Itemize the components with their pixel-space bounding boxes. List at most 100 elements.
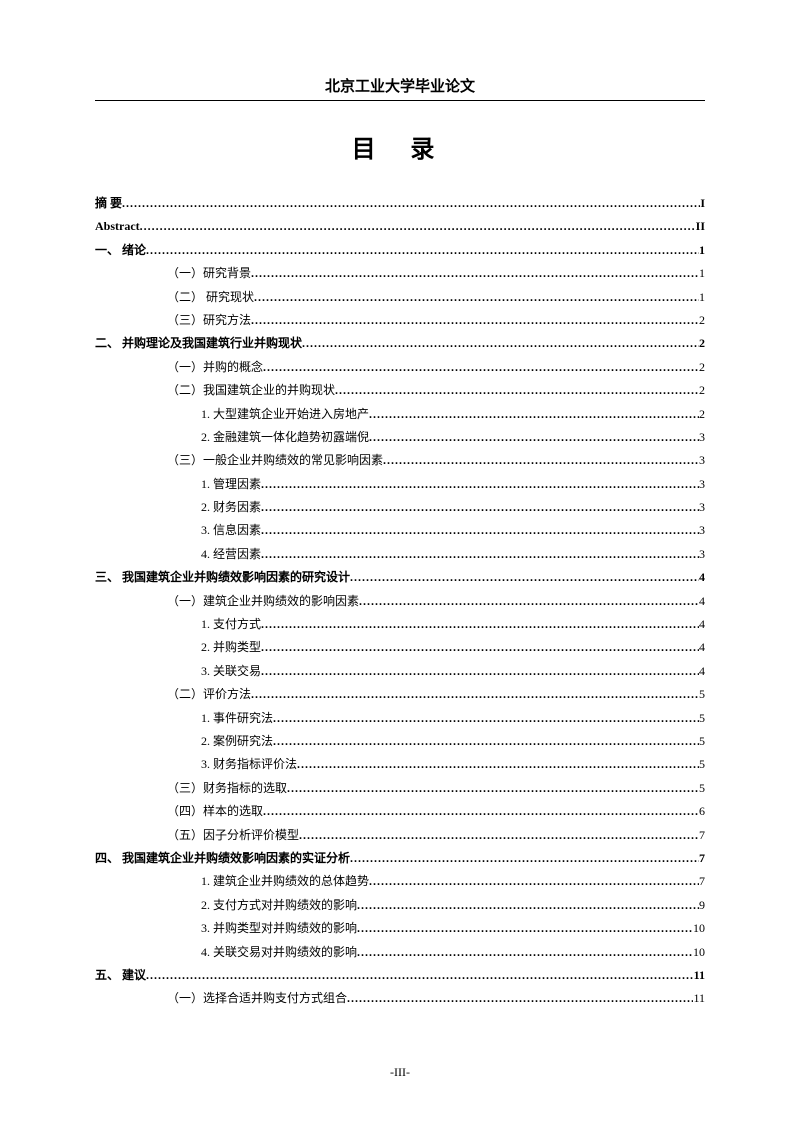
toc-leader-dots — [335, 379, 699, 402]
toc-entry-page: 10 — [693, 941, 705, 964]
toc-entry: 2. 案例研究法 5 — [95, 730, 705, 753]
toc-entry: 2. 财务因素 3 — [95, 496, 705, 519]
toc-entry-label: 三、 我国建筑企业并购绩效影响因素的研究设计 — [95, 566, 350, 589]
toc-entry-label: （二）评价方法 — [167, 683, 251, 706]
toc-entry-label: 一、 绪论 — [95, 239, 146, 262]
toc-entry-page: 5 — [699, 753, 705, 776]
toc-entry-page: 3 — [699, 519, 705, 542]
toc-entry: 3. 关联交易 4 — [95, 660, 705, 683]
toc-leader-dots — [369, 870, 699, 893]
toc-leader-dots — [261, 660, 699, 683]
toc-entry-label: （一）建筑企业并购绩效的影响因素 — [167, 590, 359, 613]
toc-entry-label: （五）因子分析评价模型 — [167, 824, 299, 847]
toc-entry-label: 2. 财务因素 — [201, 496, 261, 519]
toc-leader-dots — [140, 215, 696, 238]
toc-entry: 3. 财务指标评价法 5 — [95, 753, 705, 776]
toc-entry-page: 2 — [699, 309, 705, 332]
toc-entry-label: 1. 建筑企业并购绩效的总体趋势 — [201, 870, 369, 893]
toc-leader-dots — [273, 730, 699, 753]
toc-entry-label: 2. 支付方式对并购绩效的影响 — [201, 894, 357, 917]
toc-leader-dots — [261, 543, 699, 566]
toc-leader-dots — [122, 192, 700, 215]
toc-leader-dots — [261, 636, 699, 659]
table-of-contents: 摘 要 IAbstract II一、 绪论 1（一）研究背景 1（二） 研究现状… — [95, 192, 705, 1011]
toc-leader-dots — [350, 847, 699, 870]
toc-entry-label: 3. 信息因素 — [201, 519, 261, 542]
toc-entry: 2. 金融建筑一体化趋势初露端倪 3 — [95, 426, 705, 449]
toc-leader-dots — [287, 777, 699, 800]
toc-entry: （一）选择合适并购支付方式组合 11 — [95, 987, 705, 1010]
toc-leader-dots — [369, 426, 699, 449]
toc-entry-page: 7 — [699, 847, 705, 870]
toc-entry-page: 9 — [699, 894, 705, 917]
toc-entry: 4. 经营因素 3 — [95, 543, 705, 566]
toc-entry-page: 4 — [699, 636, 705, 659]
toc-leader-dots — [146, 964, 694, 987]
toc-leader-dots — [357, 941, 693, 964]
toc-leader-dots — [251, 309, 699, 332]
toc-entry-label: 四、 我国建筑企业并购绩效影响因素的实证分析 — [95, 847, 350, 870]
toc-leader-dots — [263, 800, 699, 823]
toc-leader-dots — [261, 613, 699, 636]
toc-leader-dots — [347, 987, 693, 1010]
toc-entry-label: 3. 并购类型对并购绩效的影响 — [201, 917, 357, 940]
toc-entry-label: Abstract — [95, 215, 140, 238]
toc-entry: 二、 并购理论及我国建筑行业并购现状 2 — [95, 332, 705, 355]
toc-entry-page: 3 — [699, 449, 705, 472]
toc-entry-page: 6 — [699, 800, 705, 823]
toc-entry: （二） 研究现状 1 — [95, 286, 705, 309]
toc-leader-dots — [302, 332, 699, 355]
toc-entry: （三）财务指标的选取 5 — [95, 777, 705, 800]
toc-entry-page: 5 — [699, 707, 705, 730]
toc-entry: 3. 信息因素 3 — [95, 519, 705, 542]
toc-leader-dots — [261, 496, 699, 519]
toc-leader-dots — [261, 473, 699, 496]
toc-entry-page: 1 — [699, 262, 705, 285]
toc-leader-dots — [350, 566, 699, 589]
toc-entry: Abstract II — [95, 215, 705, 238]
toc-entry-page: 7 — [699, 824, 705, 847]
toc-entry-label: 3. 财务指标评价法 — [201, 753, 297, 776]
toc-entry-label: 3. 关联交易 — [201, 660, 261, 683]
toc-entry-label: （四）样本的选取 — [167, 800, 263, 823]
toc-entry: 摘 要 I — [95, 192, 705, 215]
toc-entry: （五）因子分析评价模型 7 — [95, 824, 705, 847]
toc-entry: （三）一般企业并购绩效的常见影响因素 3 — [95, 449, 705, 472]
toc-entry: 2. 并购类型 4 — [95, 636, 705, 659]
toc-entry: 4. 关联交易对并购绩效的影响 10 — [95, 941, 705, 964]
toc-entry-page: 11 — [693, 987, 705, 1010]
toc-entry-label: （一）选择合适并购支付方式组合 — [167, 987, 347, 1010]
toc-title: 目 录 — [95, 129, 705, 164]
toc-leader-dots — [369, 403, 699, 426]
toc-entry: （四）样本的选取 6 — [95, 800, 705, 823]
toc-entry-page: II — [696, 215, 705, 238]
toc-entry-label: 2. 金融建筑一体化趋势初露端倪 — [201, 426, 369, 449]
toc-entry: 1. 事件研究法 5 — [95, 707, 705, 730]
toc-entry: 五、 建议 11 — [95, 964, 705, 987]
toc-entry-label: 2. 并购类型 — [201, 636, 261, 659]
toc-entry-page: 5 — [699, 777, 705, 800]
toc-entry-page: 10 — [693, 917, 705, 940]
toc-leader-dots — [359, 590, 699, 613]
toc-entry-label: （三）研究方法 — [167, 309, 251, 332]
toc-entry-label: （二）我国建筑企业的并购现状 — [167, 379, 335, 402]
toc-entry: 1. 支付方式 4 — [95, 613, 705, 636]
toc-leader-dots — [251, 262, 699, 285]
toc-leader-dots — [357, 894, 699, 917]
toc-entry-label: 五、 建议 — [95, 964, 146, 987]
toc-entry-page: 1 — [699, 286, 705, 309]
toc-entry-page: 1 — [699, 239, 705, 262]
toc-entry-page: 2 — [699, 332, 705, 355]
toc-leader-dots — [297, 753, 699, 776]
toc-entry-label: 1. 管理因素 — [201, 473, 261, 496]
toc-entry-page: 3 — [699, 496, 705, 519]
toc-entry-label: （一）研究背景 — [167, 262, 251, 285]
toc-entry-label: 1. 支付方式 — [201, 613, 261, 636]
toc-entry-page: 3 — [699, 473, 705, 496]
toc-entry-label: 4. 经营因素 — [201, 543, 261, 566]
toc-entry: 1. 大型建筑企业开始进入房地产 2 — [95, 403, 705, 426]
toc-entry-page: 3 — [699, 426, 705, 449]
toc-entry-label: 摘 要 — [95, 192, 122, 215]
toc-entry-page: 3 — [699, 543, 705, 566]
toc-entry-label: （二） 研究现状 — [167, 286, 254, 309]
